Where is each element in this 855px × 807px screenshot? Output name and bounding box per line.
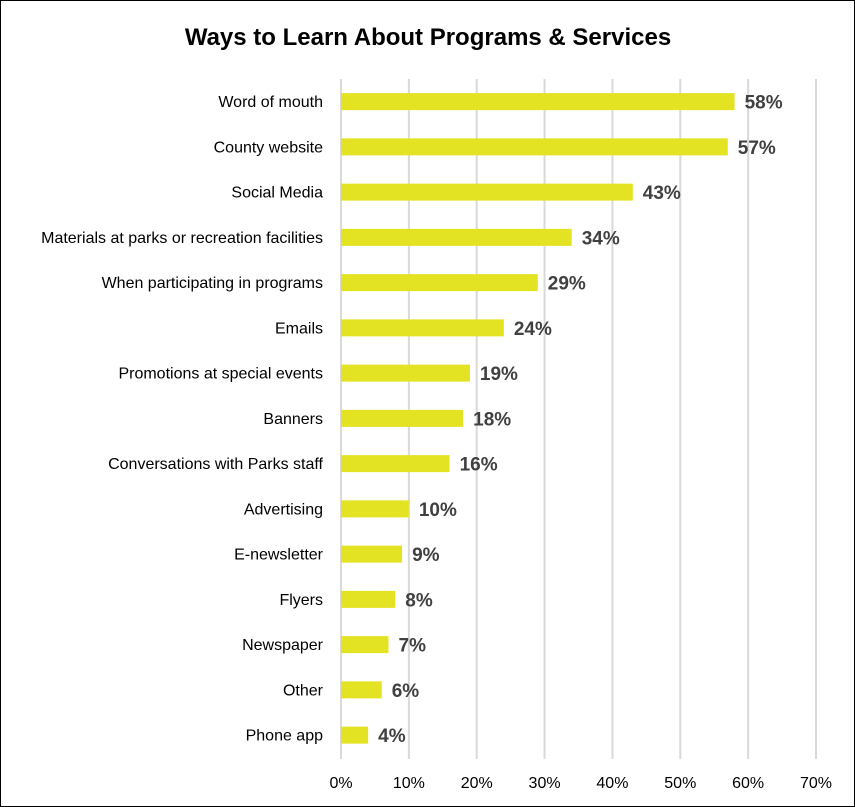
bar <box>341 183 633 201</box>
bar <box>341 409 464 427</box>
category-label: Emails <box>275 320 323 337</box>
data-label: 9% <box>412 545 440 566</box>
x-tick-label: 50% <box>664 775 696 792</box>
category-labels: Word of mouth County website Social Media M… <box>41 94 324 745</box>
data-label: 16% <box>460 455 498 476</box>
bar <box>341 228 572 246</box>
data-label: 43% <box>643 183 681 204</box>
bar <box>341 319 504 337</box>
category-label: Flyers <box>279 592 323 609</box>
category-label: Social Media <box>231 185 323 202</box>
category-label: Newspaper <box>242 637 324 654</box>
category-label: Other <box>283 682 324 699</box>
bar <box>341 274 538 292</box>
data-label: 18% <box>473 409 511 430</box>
category-label: Conversations with Parks staff <box>108 456 323 473</box>
data-label: 24% <box>514 319 552 340</box>
data-labels: 58% 57% 43% 34% 29% 24% 19% 18% 16% 10% 9% 8% 7% 6% 4% <box>378 93 783 748</box>
x-tick-label: 40% <box>596 775 628 792</box>
x-tick-label: 20% <box>461 775 493 792</box>
data-label: 8% <box>405 590 433 611</box>
data-label: 7% <box>399 636 427 657</box>
bars <box>341 93 735 744</box>
category-label: Phone app <box>246 728 324 745</box>
x-tick-label: 10% <box>393 775 425 792</box>
data-label: 57% <box>738 138 776 159</box>
bar <box>341 726 369 744</box>
x-tick-label: 70% <box>800 775 832 792</box>
chart-title: Ways to Learn About Programs & Services <box>185 24 671 51</box>
data-label: 10% <box>419 500 457 521</box>
bar <box>341 364 470 382</box>
data-label: 34% <box>582 228 620 249</box>
category-label: Advertising <box>244 501 323 518</box>
data-label: 29% <box>548 274 586 295</box>
x-tick-label: 0% <box>329 775 352 792</box>
bar <box>341 455 450 473</box>
bar <box>341 500 409 518</box>
category-label: Materials at parks or recreation facilit… <box>41 230 323 247</box>
category-label: E-newsletter <box>234 547 324 564</box>
category-label: Promotions at special events <box>118 366 323 383</box>
data-label: 6% <box>392 681 420 702</box>
category-label: Word of mouth <box>218 94 323 111</box>
data-label: 58% <box>745 93 783 114</box>
bar <box>341 681 382 699</box>
category-label: Banners <box>263 411 323 428</box>
x-tick-label: 60% <box>732 775 764 792</box>
bar <box>341 636 389 654</box>
x-axis-ticks: 0% 10% 20% 30% 40% 50% 60% 70% <box>329 775 832 792</box>
bar <box>341 138 728 156</box>
x-tick-label: 30% <box>529 775 561 792</box>
data-label: 19% <box>480 364 518 385</box>
category-label: County website <box>214 139 323 156</box>
data-label: 4% <box>378 726 406 747</box>
category-label: When participating in programs <box>102 275 323 292</box>
bar <box>341 590 396 608</box>
bar <box>341 545 403 563</box>
bar <box>341 93 735 111</box>
